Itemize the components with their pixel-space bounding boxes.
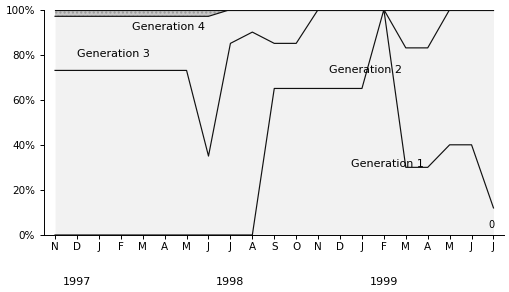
- Text: 0: 0: [487, 220, 493, 230]
- Text: 1998: 1998: [216, 277, 244, 286]
- Text: Generation 3: Generation 3: [77, 49, 150, 59]
- Text: Generation 4: Generation 4: [131, 22, 205, 32]
- Text: 1999: 1999: [369, 277, 398, 286]
- Text: Generation 1: Generation 1: [350, 159, 423, 169]
- Text: Generation 2: Generation 2: [328, 65, 401, 75]
- Text: 1997: 1997: [63, 277, 91, 286]
